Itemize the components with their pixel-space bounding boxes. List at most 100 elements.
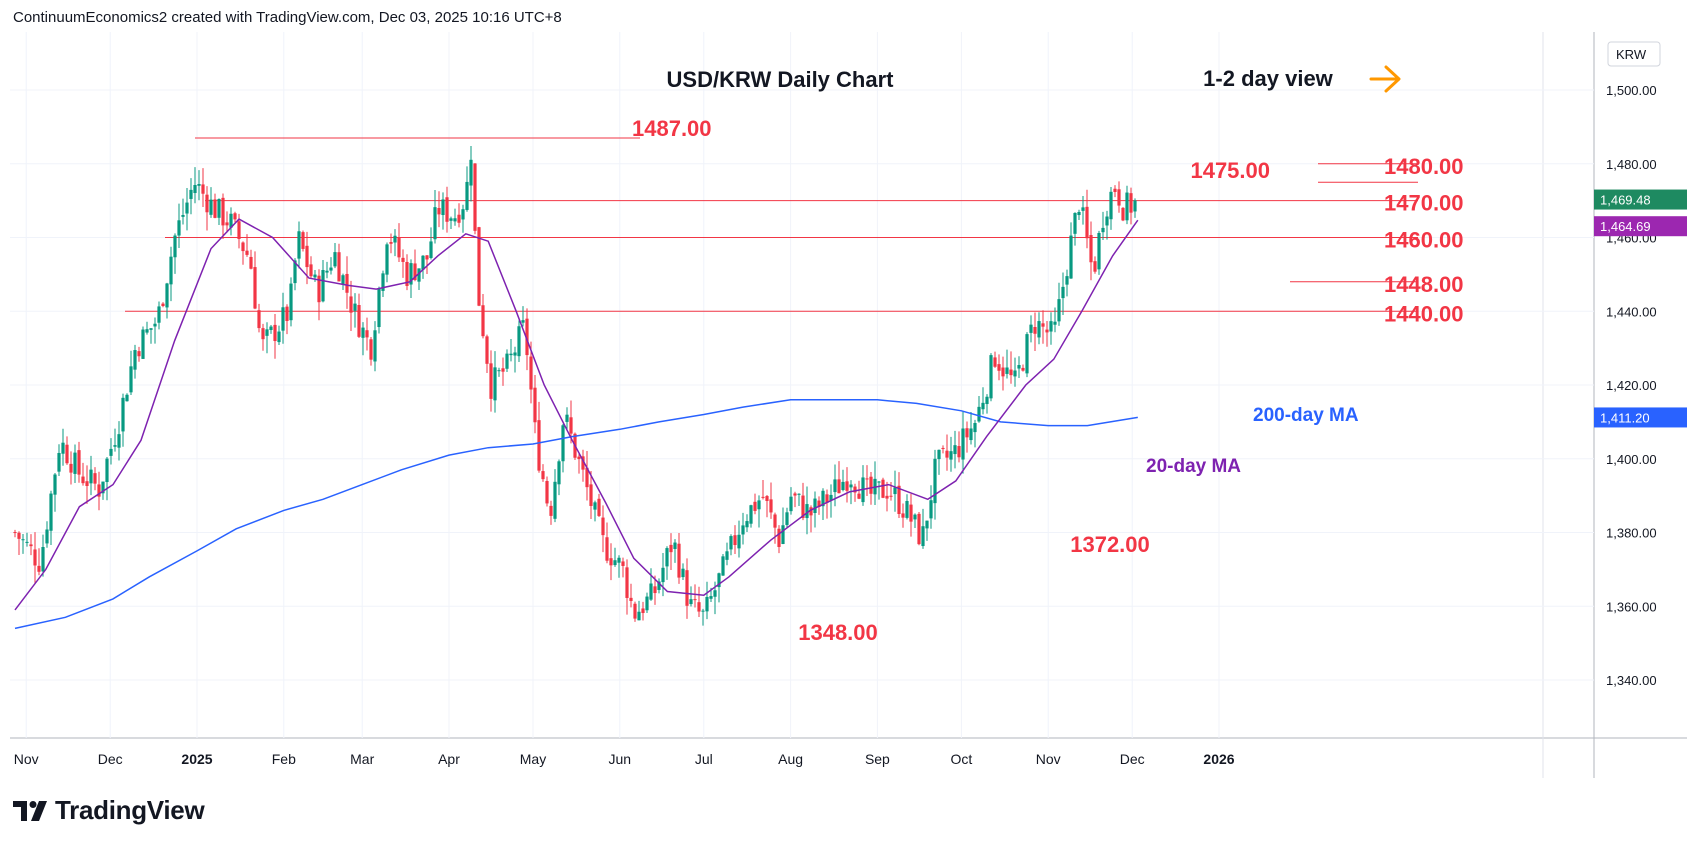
candle-body [269, 326, 273, 330]
candle-body [137, 351, 141, 357]
candle-body [489, 363, 493, 399]
candle-body [313, 274, 317, 278]
candle-body [497, 370, 501, 372]
candle-body [257, 310, 261, 329]
candle-body [1085, 206, 1089, 239]
candle-body [925, 520, 929, 529]
candle-body [957, 446, 961, 458]
x-tick-label: Sep [865, 751, 890, 767]
candle-body [225, 222, 229, 226]
candle-body [949, 451, 953, 460]
candle-body [249, 256, 253, 269]
candle-body [1129, 193, 1133, 213]
low-label-1348: 1348.00 [798, 620, 878, 645]
candle-body [585, 467, 589, 488]
candle-body [893, 487, 897, 495]
chart-title: USD/KRW Daily Chart [667, 67, 895, 92]
candle-body [693, 599, 697, 601]
candle-body [717, 573, 721, 588]
tradingview-logo[interactable]: TradingView [13, 795, 205, 826]
candle-body [929, 500, 933, 519]
y-tick-label: 1,380.00 [1606, 526, 1657, 541]
candle-body [261, 328, 265, 340]
candle-body [33, 549, 37, 566]
y-tick-label: 1,500.00 [1606, 83, 1657, 98]
candle-body [213, 199, 217, 218]
candle-body [469, 159, 473, 186]
candle-body [557, 461, 561, 485]
candle-body [13, 532, 17, 534]
candle-body [325, 270, 329, 273]
candle-body [881, 479, 885, 498]
candle-body [85, 481, 89, 486]
candle-body [653, 586, 657, 594]
candle-body [933, 458, 937, 504]
candle-body [1021, 367, 1025, 371]
candle-body [105, 458, 109, 483]
candle-body [45, 529, 49, 544]
candle-body [901, 513, 905, 518]
candle-body [741, 525, 745, 535]
price-badge-label-last: 1,469.48 [1600, 193, 1651, 208]
candle-body [133, 350, 137, 370]
candle-body [93, 473, 97, 484]
candle-body [857, 493, 861, 499]
x-tick-label: May [520, 751, 546, 767]
candle-body [97, 484, 101, 497]
candle-body [205, 194, 209, 213]
candle-body [737, 534, 741, 549]
candle-body [597, 498, 601, 516]
candle-body [545, 480, 549, 504]
x-tick-label: 2025 [181, 751, 212, 767]
candle-body [129, 366, 133, 393]
candle-body [301, 232, 305, 249]
tradingview-wordmark: TradingView [55, 795, 205, 825]
candle-body [733, 535, 737, 546]
candle-body [145, 329, 149, 333]
candle-body [669, 544, 673, 553]
currency-badge [1607, 41, 1661, 67]
candle-body [117, 434, 121, 448]
candle-body [1109, 191, 1113, 220]
candle-body [141, 329, 145, 359]
candle-body [285, 306, 289, 322]
candle-body [289, 283, 293, 321]
candle-body [965, 428, 969, 438]
candle-body [1097, 232, 1101, 270]
candle-body [785, 512, 789, 525]
candle-body [853, 486, 857, 493]
candle-body [49, 493, 53, 531]
candle-body [1105, 216, 1109, 226]
candle-body [745, 521, 749, 528]
candle-body [353, 303, 357, 311]
candle-body [761, 496, 765, 498]
candle-body [277, 331, 281, 343]
candle-body [41, 546, 45, 572]
candle-body [1053, 321, 1057, 325]
candle-body [349, 296, 353, 313]
candle-body [637, 611, 641, 621]
level-label-1475.00: 1475.00 [1190, 158, 1270, 183]
candle-body [601, 517, 605, 536]
candle-body [865, 478, 869, 480]
candle-body [969, 428, 973, 441]
candle-body [721, 556, 725, 576]
candle-body [989, 355, 993, 399]
arrow-right-icon [1369, 65, 1401, 93]
candle-body [221, 197, 225, 226]
candle-body [1077, 211, 1081, 216]
candle-body [421, 255, 425, 270]
candle-body [177, 220, 181, 236]
candle-body [1017, 365, 1021, 369]
candle-body [297, 231, 301, 259]
candle-body [1029, 324, 1033, 333]
candle-body [677, 543, 681, 578]
candle-body [169, 256, 173, 285]
candle-body [877, 481, 881, 483]
candle-body [809, 507, 813, 516]
candle-body [613, 560, 617, 566]
candle-body [473, 163, 477, 231]
candle-body [1045, 329, 1049, 333]
candle-body [1117, 189, 1121, 206]
